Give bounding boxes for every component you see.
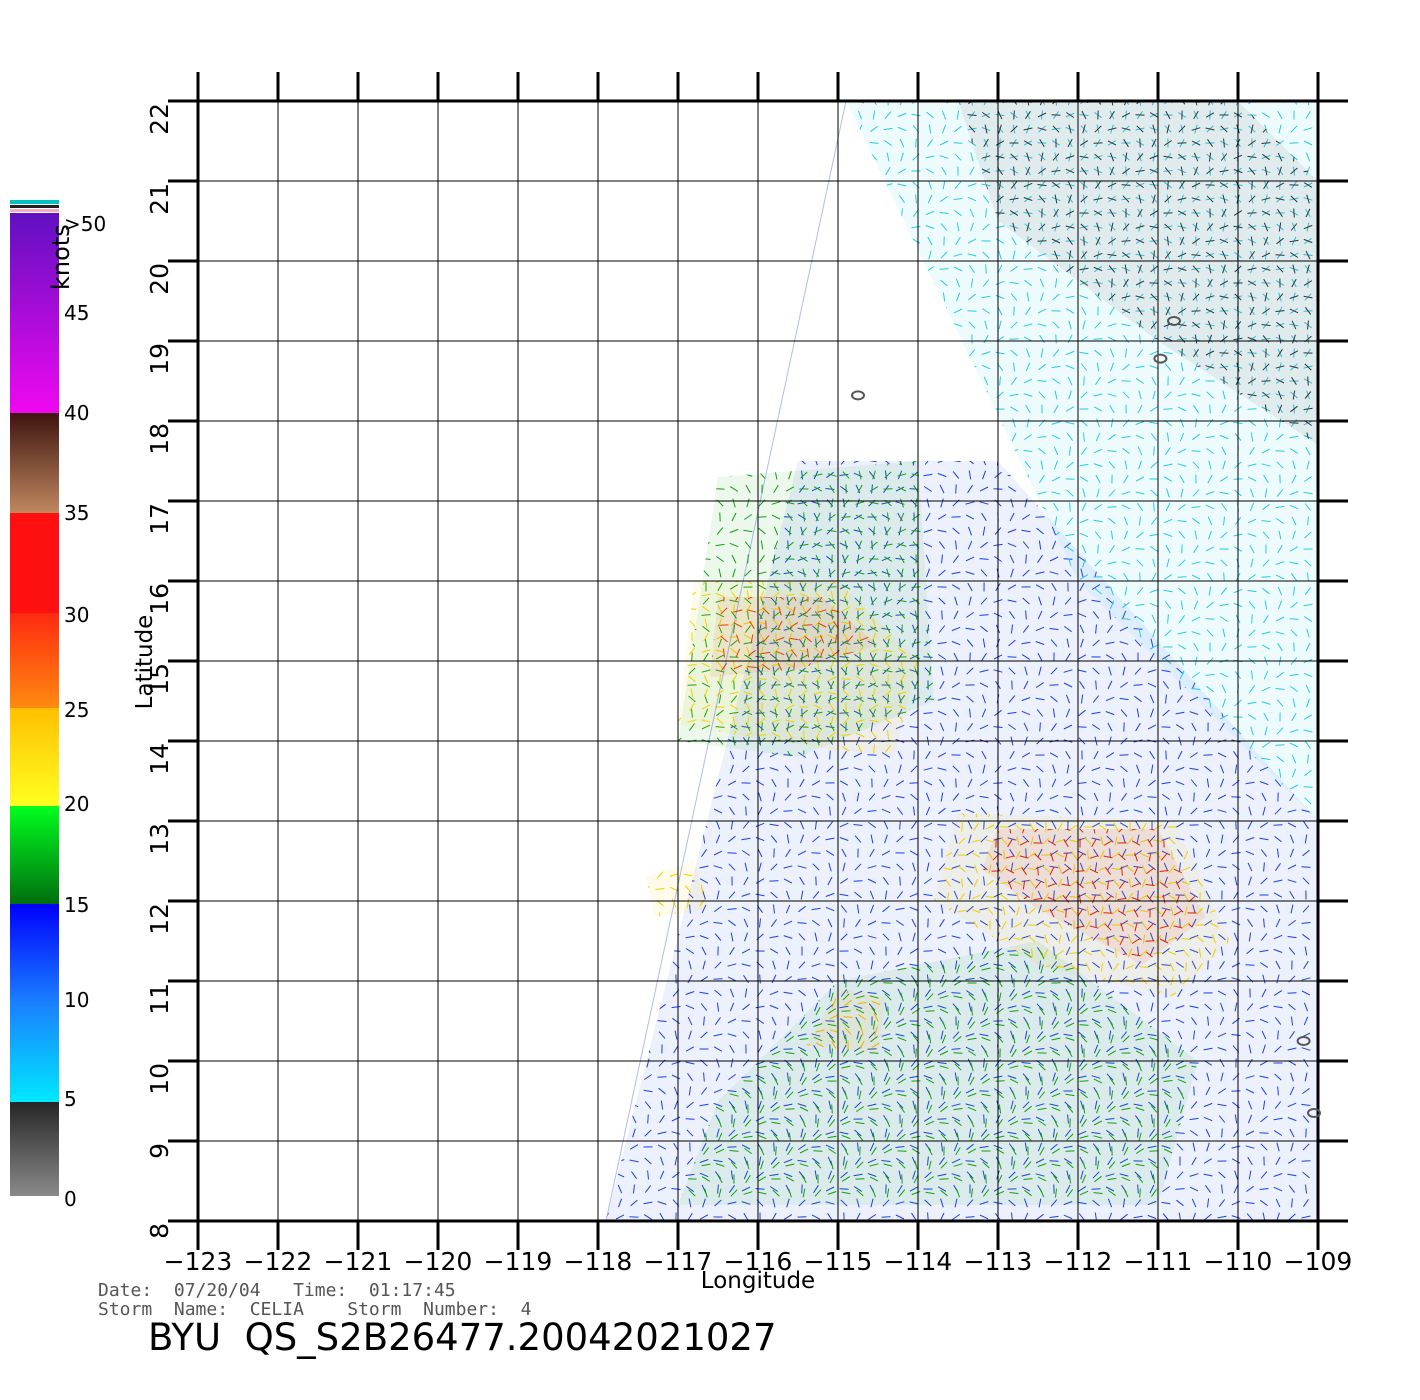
colorbar-tick-label: 25: [64, 698, 89, 722]
colorbar-tick-label: 5: [64, 1087, 77, 1111]
island-outline: [1153, 353, 1168, 364]
lat-tick-label: 19: [145, 343, 174, 375]
lat-tick-label: 12: [145, 903, 174, 935]
longitude-tick-labels: −123 −122 −121 −120 −119 −118 −117 −116 −115 −114…: [164, 1247, 1353, 1276]
wind-region-fill: [806, 989, 886, 1053]
lat-tick-label: 9: [145, 1143, 174, 1159]
wind-region-fill: [846, 101, 1318, 821]
colorbar-tick-label: 30: [64, 603, 89, 627]
lat-tick-label: 18: [145, 423, 174, 455]
colorbar: knots >50 45 40 35 30 25 20 15 10 5 0: [8, 100, 128, 1211]
date-time-line: Date: 07/20/04 Time: 01:17:45: [98, 1280, 456, 1301]
colorbar-tick-label: 0: [64, 1187, 77, 1210]
lat-tick-label: 22: [145, 103, 174, 135]
storm-line: Storm Name: CELIA Storm Number: 4: [98, 1299, 532, 1320]
lat-tick-label: 8: [145, 1223, 174, 1239]
colorbar-tick-label: 35: [64, 501, 89, 525]
colorbar-unit-label: knots: [47, 224, 75, 290]
lon-tick-label: −116: [724, 1247, 793, 1276]
wind-region: [678, 461, 934, 757]
lon-tick-label: −117: [644, 1247, 713, 1276]
wind-swath-layer: [605, 101, 1318, 1221]
colorbar-tick-label: 45: [64, 301, 89, 325]
latitude-tick-labels: 22 21 20 19 18 17 16 15 14 13 12 11 10 9 8: [145, 103, 174, 1239]
plot-frame: [196, 99, 1320, 1223]
wind-region-fill: [934, 813, 1230, 997]
lat-tick-label: 17: [145, 503, 174, 535]
lon-tick-label: −120: [404, 1247, 473, 1276]
lon-tick-label: −112: [1044, 1247, 1113, 1276]
lon-tick-label: −121: [324, 1247, 393, 1276]
lat-tick-label: 13: [145, 823, 174, 855]
product-id: BYU QS_S2B26477.20042021027: [148, 1316, 777, 1359]
colorbar-tick-label: 10: [64, 988, 89, 1012]
lat-tick-label: 10: [145, 1063, 174, 1095]
lon-tick-label: −110: [1204, 1247, 1273, 1276]
y-axis-label: Latitude: [132, 615, 158, 710]
lat-tick-label: 15: [145, 663, 174, 695]
lon-tick-label: −114: [884, 1247, 953, 1276]
swath-edge: [605, 101, 1318, 1221]
lat-tick-label: 16: [145, 583, 174, 615]
island-outlines: [851, 316, 1321, 1118]
island-outline: [851, 390, 865, 401]
wind-region: [934, 813, 1230, 997]
x-axis-label: Longitude: [701, 1268, 815, 1294]
lon-tick-label: −118: [564, 1247, 633, 1276]
colorbar-tick-label: 15: [64, 893, 89, 917]
colorbar-svg: knots >50 45 40 35 30 25 20 15 10 5 0: [10, 200, 106, 1211]
lon-tick-label: −113: [964, 1247, 1033, 1276]
colorbar-tick-label: 40: [64, 401, 89, 425]
island-outline: [1296, 1036, 1311, 1046]
wind-region-fill: [982, 829, 1206, 965]
lat-tick-label: 21: [145, 183, 174, 215]
lon-tick-label: −111: [1124, 1247, 1193, 1276]
lat-lon-grid: [168, 72, 1348, 1250]
island-outline: [1167, 316, 1181, 326]
lat-tick-label: 14: [145, 743, 174, 775]
colorbar-top-label: >50: [64, 212, 106, 236]
lat-tick-label: 11: [145, 983, 174, 1015]
island-outline: [1307, 1108, 1321, 1118]
colorbar-tick-labels: 45 40 35 30 25 20 15 10 5 0: [64, 301, 89, 1211]
wind-vectors: [678, 461, 934, 757]
colorbar-tick-label: 20: [64, 792, 89, 816]
lon-tick-label: −115: [804, 1247, 873, 1276]
lon-tick-label: −119: [484, 1247, 553, 1276]
lon-tick-label: −122: [244, 1247, 313, 1276]
wind-region-fill: [710, 597, 878, 677]
lon-tick-label: −123: [164, 1247, 233, 1276]
lat-tick-label: 20: [145, 263, 174, 295]
lon-tick-label: −109: [1284, 1247, 1353, 1276]
